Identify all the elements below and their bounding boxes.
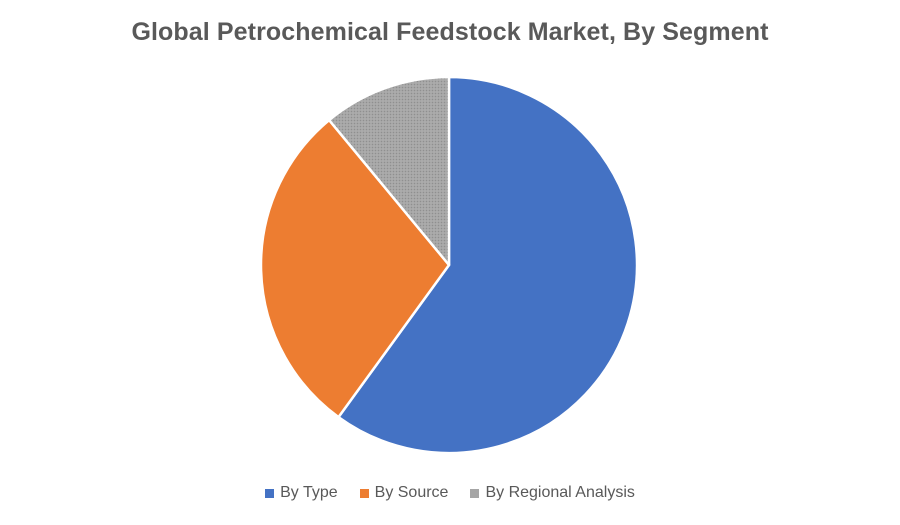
pie-slice-by-type [337, 75, 639, 455]
legend-label-by-regional-analysis: By Regional Analysis [485, 484, 635, 501]
legend-swatch-by-regional-analysis [470, 488, 480, 498]
pie-slice-by-regional-analysis [327, 75, 451, 267]
pie-slice-by-source [259, 118, 451, 419]
legend-swatch-by-source [359, 488, 369, 498]
legend-swatch-by-type [265, 488, 275, 498]
legend-item-by-source: By Source [359, 484, 449, 502]
chart-title: Global Petrochemical Feedstock Market, B… [131, 18, 769, 46]
legend-item-by-type: By Type [265, 484, 338, 502]
legend: By Type By Source By Regional Analysis [0, 484, 900, 502]
legend-label-by-source: By Source [374, 484, 449, 501]
legend-label-by-type: By Type [280, 484, 338, 501]
legend-item-by-regional-analysis: By Regional Analysis [470, 484, 635, 502]
pie-slices [259, 75, 639, 455]
